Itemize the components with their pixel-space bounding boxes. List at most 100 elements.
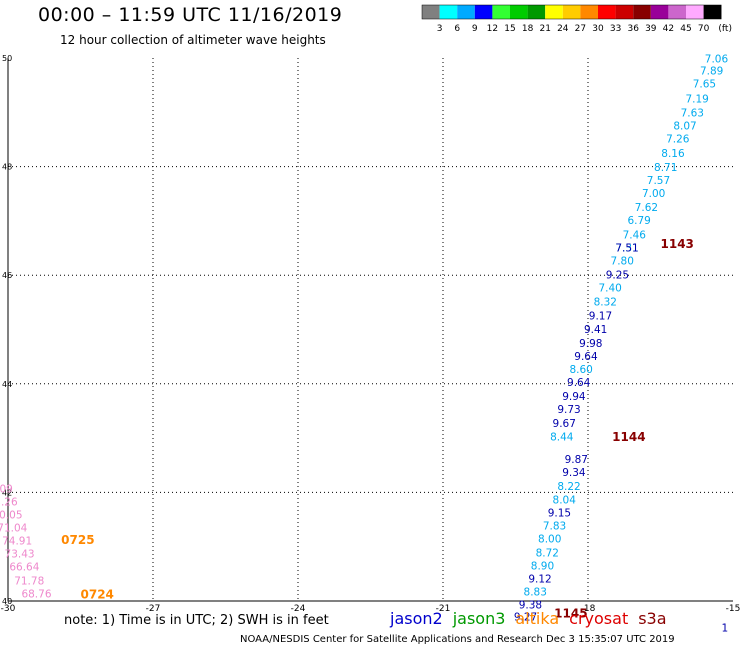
- satellite-legend: jason2 jason3 altika cryosat s3a: [390, 609, 677, 628]
- data-point-label: 9.12: [528, 574, 551, 586]
- data-point-label: 71.04: [0, 522, 28, 534]
- y-tick-label: 40: [2, 597, 12, 606]
- data-point-label: 7.00: [642, 188, 665, 200]
- x-tick-label: -18: [581, 604, 596, 614]
- data-point-label: 70.05: [0, 509, 23, 521]
- colorbar-label: 33: [610, 24, 621, 34]
- data-point-label: 73.43: [5, 549, 35, 561]
- colorbar-swatch: [598, 5, 616, 19]
- data-point-label: 9.98: [579, 338, 602, 350]
- data-point-label: 9.94: [562, 391, 586, 403]
- data-point-label: 9.34: [562, 467, 586, 479]
- colorbar-label: 21: [539, 24, 550, 34]
- data-point-label: 7.89: [700, 65, 723, 77]
- data-point-label: 8.44: [550, 431, 574, 443]
- data-point-label: 9.64: [567, 377, 591, 389]
- data-point-label: 7.63: [681, 108, 704, 120]
- colorbar-swatch: [703, 5, 722, 19]
- data-point-label: 71.78: [14, 576, 44, 588]
- colorbar-swatch: [439, 5, 458, 19]
- data-point-label: 9.87: [565, 454, 588, 466]
- data-point-label: 8.60: [569, 364, 592, 376]
- time-annotations: 1143 1144 1145 0725 0724: [61, 237, 694, 620]
- data-point-label: 74.09: [0, 483, 13, 495]
- data-point-label: 8.72: [536, 547, 559, 559]
- data-point-label: 8.90: [531, 561, 554, 573]
- data-point-label: 7.83: [543, 520, 566, 532]
- y-tick-label: 42: [2, 488, 12, 497]
- colorbar-label: 12: [487, 24, 498, 34]
- y-tick-label: 46: [2, 271, 12, 280]
- colorbar-swatch: [633, 5, 651, 19]
- time-annotation: 0725: [61, 533, 94, 547]
- data-point-label: 9.38: [519, 600, 542, 612]
- colorbar-frame: [421, 4, 722, 20]
- colorbar-swatch: [615, 5, 634, 19]
- x-tick-label: -27: [146, 604, 161, 614]
- colorbar-swatch: [580, 5, 598, 19]
- colorbar-label: 3: [437, 24, 443, 34]
- colorbar-label: 6: [454, 24, 460, 34]
- colorbar-label: 36: [627, 24, 639, 34]
- colorbar-swatch: [686, 5, 704, 19]
- x-tick-label: -21: [436, 604, 451, 614]
- data-point-label: 8.00: [538, 533, 561, 545]
- chart-title: 00:00 – 11:59 UTC 11/16/2019: [38, 4, 343, 26]
- data-point-label: 9.67: [553, 418, 576, 430]
- data-point-label: 7.65: [693, 78, 716, 90]
- x-tick-label: -30: [1, 604, 16, 614]
- colorbar-label: 9: [472, 24, 478, 34]
- colorbar-swatch: [457, 5, 475, 19]
- data-point-label: 9.41: [584, 324, 607, 336]
- colorbar-swatch: [492, 5, 510, 19]
- data-point-label: 8.16: [661, 148, 685, 160]
- colorbar-swatch: [527, 5, 546, 19]
- data-point-label: 1: [721, 622, 728, 634]
- data-point-label: 7.80: [611, 255, 634, 267]
- colorbar-swatch: [545, 5, 563, 19]
- data-point-label: 9.17: [589, 311, 612, 323]
- colorbar-label: 70: [698, 24, 710, 34]
- time-annotation: 1144: [612, 430, 645, 444]
- data-point-label: 6.79: [627, 215, 650, 227]
- chart-subtitle: 12 hour collection of altimeter wave hei…: [60, 33, 326, 47]
- colorbar-label: 42: [663, 24, 674, 34]
- legend-jason2: jason2: [390, 609, 443, 628]
- colorbar-swatch: [562, 5, 581, 19]
- y-tick-label: 50: [2, 54, 12, 63]
- data-point-label: 8.32: [594, 297, 617, 309]
- data-point-label: 7.06: [705, 53, 729, 65]
- y-tick-label: 44: [2, 380, 12, 389]
- data-point-label: 68.76: [21, 589, 51, 601]
- colorbar-swatch: [668, 5, 686, 19]
- x-tick-label: -15: [726, 604, 740, 614]
- data-point-label: 9.27: [514, 612, 537, 624]
- data-point-label: 7.40: [598, 282, 621, 294]
- colorbar-label: 39: [645, 24, 657, 34]
- data-point-label: 8.22: [557, 481, 580, 493]
- data-point-label: 7.51: [615, 242, 638, 254]
- time-annotation: 0724: [81, 587, 114, 601]
- data-point-label: 9.64: [574, 351, 598, 363]
- colorbar-unit: (ft): [718, 24, 732, 34]
- colorbar-swatch: [650, 5, 669, 19]
- colorbar-label: 15: [504, 24, 515, 34]
- data-point-label: 9.15: [548, 507, 571, 519]
- colorbar-swatch: [510, 5, 528, 19]
- data-point-label: 7.46: [623, 229, 647, 241]
- data-point-label: 8.04: [553, 494, 577, 506]
- y-tick-label: 48: [2, 163, 12, 172]
- grid-lines: [8, 58, 733, 601]
- legend-altika: altika: [515, 609, 560, 628]
- legend-jason3: jason3: [452, 609, 506, 628]
- legend-s3a: s3a: [638, 609, 667, 628]
- x-tick-label: -24: [291, 604, 306, 614]
- time-annotation: 1145: [554, 606, 587, 620]
- data-point-label: 8.83: [524, 587, 547, 599]
- data-point-label: 8.07: [673, 121, 696, 133]
- colorbar-label: 24: [557, 24, 569, 34]
- colorbar-label: 18: [522, 24, 534, 34]
- data-point-label: 8.71: [654, 162, 677, 174]
- data-point-label: 73.26: [0, 496, 18, 508]
- data-point-label: 7.26: [666, 134, 690, 146]
